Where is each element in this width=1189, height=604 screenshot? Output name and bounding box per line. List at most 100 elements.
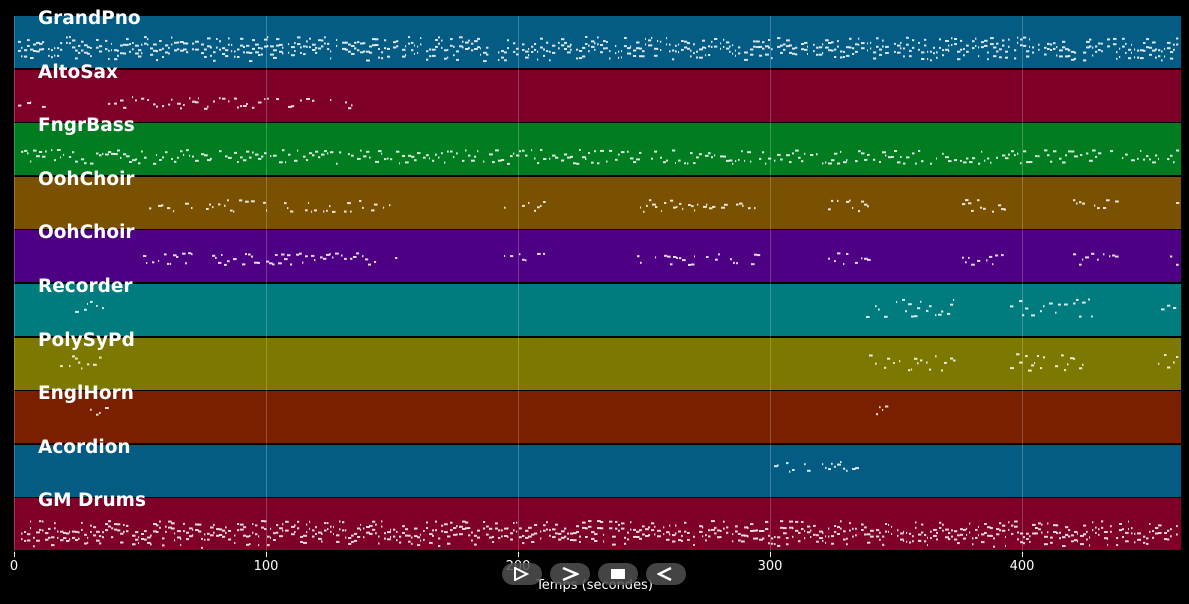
track-row[interactable]: OohChoir: [14, 222, 1181, 282]
note-mark: [90, 47, 92, 49]
note-mark: [177, 48, 180, 51]
note-mark: [212, 206, 214, 209]
note-mark: [345, 536, 347, 539]
note-mark: [759, 54, 763, 57]
note-mark: [816, 153, 818, 156]
note-mark: [192, 100, 196, 103]
note-mark: [1079, 263, 1082, 266]
note-mark: [384, 537, 386, 540]
note-mark: [114, 102, 117, 105]
rewind-button[interactable]: [646, 563, 686, 585]
note-mark: [878, 308, 880, 311]
note-mark: [723, 527, 725, 530]
note-mark: [998, 204, 1002, 207]
note-mark: [213, 523, 215, 526]
track-notes: [60, 353, 1179, 372]
note-mark: [513, 42, 516, 45]
note-mark: [570, 539, 574, 541]
track-row[interactable]: GrandPno: [14, 8, 1181, 68]
track-row[interactable]: PolySyPd: [14, 330, 1181, 390]
note-mark: [621, 50, 622, 53]
forward-button[interactable]: [550, 563, 590, 585]
note-mark: [705, 47, 707, 49]
note-mark: [933, 534, 937, 537]
note-mark: [78, 51, 81, 54]
note-mark: [297, 36, 301, 39]
note-mark: [585, 36, 588, 38]
note-mark: [543, 48, 545, 51]
note-mark: [1050, 536, 1053, 539]
note-mark: [900, 156, 902, 158]
note-mark: [690, 152, 693, 155]
track-row[interactable]: EnglHorn: [14, 383, 1181, 443]
note-mark: [594, 48, 596, 51]
note-mark: [69, 156, 72, 158]
play-button[interactable]: [502, 563, 542, 585]
note-mark: [108, 525, 111, 528]
note-mark: [513, 152, 515, 155]
note-mark: [879, 531, 881, 534]
note-mark: [1008, 38, 1010, 41]
note-mark: [1152, 41, 1156, 44]
note-mark: [261, 155, 264, 158]
stop-icon: [611, 569, 625, 579]
note-mark: [786, 154, 790, 157]
track-row[interactable]: AltoSax: [14, 62, 1181, 122]
note-mark: [159, 48, 162, 51]
note-mark: [968, 256, 970, 259]
note-mark: [588, 44, 590, 47]
note-mark: [981, 541, 985, 544]
note-mark: [971, 209, 974, 212]
note-mark: [978, 162, 981, 165]
note-mark: [902, 298, 905, 301]
note-mark: [720, 155, 724, 158]
note-mark: [522, 49, 525, 51]
track-row[interactable]: Acordion: [14, 437, 1181, 497]
note-mark: [279, 535, 283, 538]
note-mark: [912, 540, 914, 543]
track-row[interactable]: Recorder: [14, 276, 1181, 336]
note-mark: [783, 527, 787, 530]
note-mark: [543, 252, 545, 255]
note-mark: [636, 158, 640, 161]
note-mark: [1002, 44, 1005, 47]
note-mark: [114, 49, 118, 52]
note-mark: [162, 56, 164, 58]
note-mark: [165, 44, 169, 47]
note-mark: [363, 50, 366, 53]
note-mark: [120, 532, 124, 535]
note-mark: [858, 150, 861, 153]
note-mark: [783, 48, 786, 51]
note-mark: [315, 533, 317, 535]
track-row[interactable]: FngrBass: [14, 115, 1181, 175]
note-mark: [174, 41, 178, 44]
note-mark: [724, 203, 728, 206]
note-mark: [870, 41, 872, 44]
stop-button[interactable]: [598, 563, 638, 585]
note-mark: [507, 39, 509, 42]
note-mark: [368, 263, 371, 266]
note-mark: [981, 46, 984, 49]
note-mark: [1043, 356, 1046, 359]
note-mark: [405, 161, 409, 164]
track-notes: [21, 149, 1180, 165]
note-mark: [942, 529, 944, 532]
note-mark: [372, 520, 376, 523]
track-row[interactable]: GM Drums: [14, 490, 1181, 550]
note-mark: [1011, 532, 1014, 535]
note-mark: [582, 156, 586, 159]
note-mark: [1068, 535, 1071, 538]
note-mark: [447, 535, 451, 538]
note-mark: [861, 152, 865, 155]
note-mark: [627, 531, 630, 534]
note-mark: [183, 48, 187, 51]
note-mark: [972, 543, 974, 546]
note-mark: [1038, 48, 1040, 51]
note-mark: [429, 541, 433, 544]
track-row[interactable]: OohChoir: [14, 169, 1181, 229]
note-mark: [408, 534, 411, 537]
note-mark: [1079, 315, 1082, 318]
note-mark: [300, 535, 303, 538]
note-mark: [399, 541, 402, 544]
note-mark: [222, 529, 226, 532]
